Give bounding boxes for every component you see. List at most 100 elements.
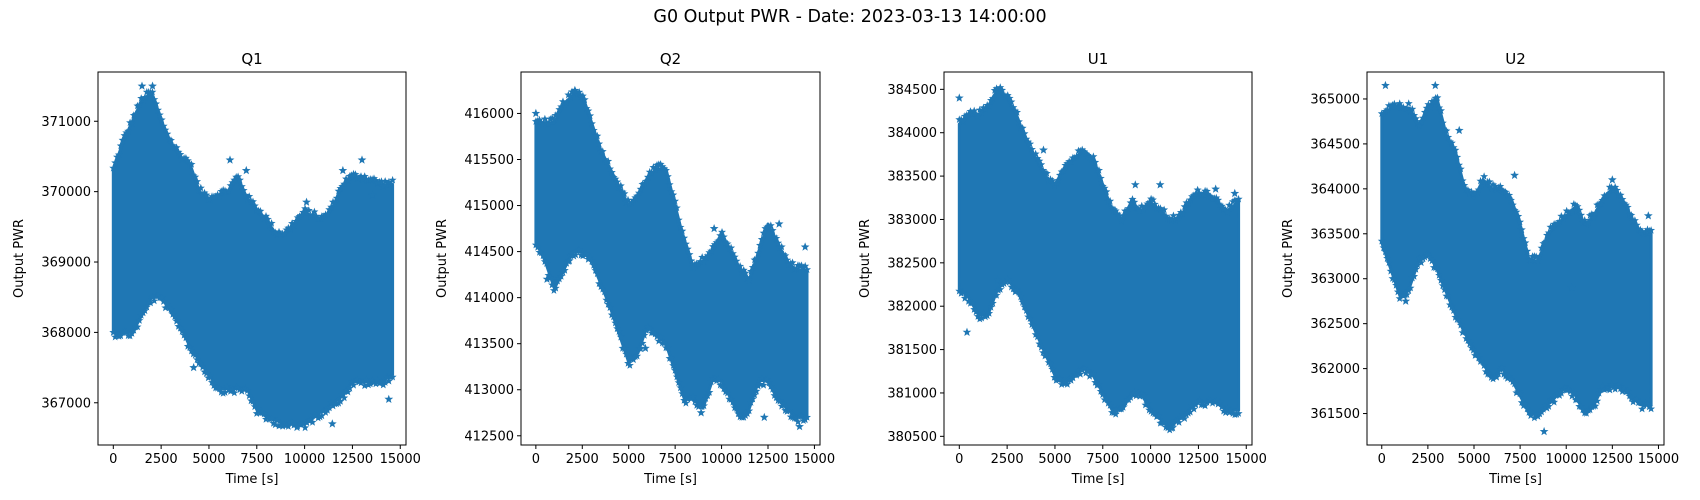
data-point	[1454, 125, 1464, 135]
data-point	[1474, 353, 1483, 362]
data-point	[224, 386, 233, 394]
data-point	[624, 359, 632, 367]
data-point	[228, 385, 237, 394]
data-point	[1455, 160, 1463, 169]
data-point	[1514, 212, 1523, 220]
data-point	[580, 95, 589, 104]
data-point	[1102, 394, 1111, 402]
data-point	[1647, 404, 1656, 413]
data-point	[286, 224, 295, 233]
data-point	[531, 108, 541, 118]
data-point	[1560, 384, 1569, 392]
x-axis-label: Time [s]	[1071, 472, 1125, 487]
data-point	[1143, 199, 1152, 208]
y-tick-label: 361500	[1310, 407, 1360, 422]
data-point	[672, 372, 681, 381]
data-point	[977, 108, 986, 117]
data-point	[1604, 384, 1612, 393]
data-point	[616, 332, 625, 341]
data-point	[364, 380, 373, 389]
data-point	[1523, 247, 1532, 255]
data-point	[249, 197, 257, 206]
data-point	[1472, 350, 1481, 359]
y-tick-label: 362500	[1310, 317, 1360, 332]
data-point	[573, 246, 582, 255]
y-tick-label: 415000	[464, 199, 514, 214]
data-point	[685, 250, 694, 258]
data-point	[1178, 209, 1187, 218]
data-point	[988, 94, 997, 102]
y-tick-label: 371000	[41, 115, 91, 130]
data-point	[568, 87, 576, 96]
data-point	[329, 197, 337, 206]
data-point	[732, 404, 741, 412]
data-point	[1076, 146, 1085, 155]
data-point	[551, 284, 560, 292]
data-point	[586, 253, 595, 262]
data-point	[1395, 99, 1404, 107]
data-point	[241, 384, 250, 393]
data-point	[1490, 371, 1499, 380]
data-point	[141, 306, 149, 315]
data-point	[1426, 254, 1435, 263]
data-point	[1388, 274, 1397, 282]
data-point	[345, 172, 354, 180]
data-point	[985, 309, 994, 317]
data-point	[568, 250, 576, 258]
data-point	[745, 276, 754, 284]
data-point	[1037, 343, 1046, 351]
x-axis-label: Time [s]	[1488, 472, 1542, 487]
data-point	[1223, 404, 1232, 412]
data-point	[167, 136, 175, 144]
data-point	[676, 223, 685, 231]
x-tick-label: 15000	[1226, 452, 1267, 467]
data-point	[985, 101, 994, 110]
data-point	[1627, 211, 1636, 219]
data-point	[1078, 145, 1087, 154]
data-point	[557, 272, 566, 280]
data-point	[1541, 238, 1550, 246]
data-point	[721, 387, 730, 396]
data-point	[613, 324, 622, 333]
data-point	[1605, 385, 1614, 394]
data-point	[1616, 384, 1625, 392]
data-point	[993, 275, 1002, 284]
data-point	[1465, 339, 1474, 348]
data-point	[1134, 388, 1143, 397]
data-point	[1011, 106, 1020, 115]
data-point	[358, 377, 367, 386]
data-point	[1521, 238, 1530, 247]
data-point	[591, 266, 600, 274]
data-point	[1390, 99, 1399, 108]
data-point	[1638, 227, 1647, 235]
data-point	[578, 91, 587, 100]
data-point	[669, 190, 678, 199]
data-point	[1593, 396, 1602, 405]
data-point	[660, 164, 669, 173]
data-point	[1613, 186, 1621, 194]
data-point	[243, 195, 252, 204]
data-point	[111, 158, 120, 167]
data-point	[533, 116, 542, 125]
data-point	[1390, 275, 1399, 284]
data-point	[327, 202, 336, 211]
data-point	[288, 219, 297, 227]
data-point	[1154, 411, 1163, 420]
data-point	[1135, 206, 1144, 215]
data-point	[1555, 217, 1564, 225]
data-point	[1474, 185, 1483, 194]
data-point	[1480, 172, 1489, 180]
data-point	[1517, 225, 1526, 234]
data-point	[189, 349, 198, 358]
data-point	[215, 192, 224, 201]
data-point	[589, 261, 598, 269]
data-point	[1460, 327, 1469, 335]
data-point	[1130, 198, 1139, 206]
data-point	[1568, 206, 1577, 215]
x-tick-label: 7500	[1504, 452, 1537, 467]
data-point	[319, 406, 328, 415]
data-point	[1221, 205, 1230, 214]
data-point	[1643, 211, 1653, 220]
data-point	[1564, 385, 1573, 394]
data-point	[167, 305, 175, 314]
